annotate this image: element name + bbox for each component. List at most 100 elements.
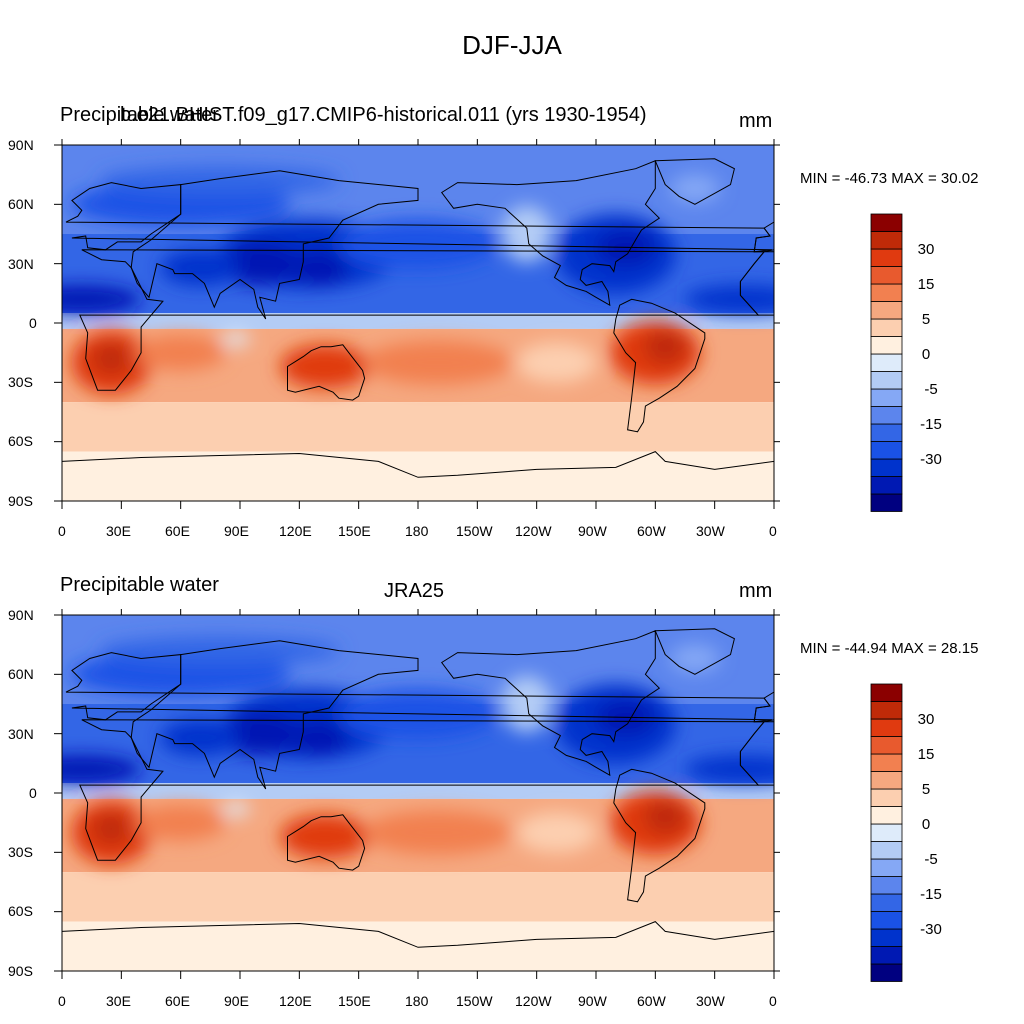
- contour-region: [643, 798, 688, 835]
- colorbar-label: -5: [924, 851, 938, 868]
- lon-label: 60E: [165, 993, 190, 1009]
- colorbar-box: [870, 876, 903, 895]
- contour-band: [62, 921, 774, 971]
- lon-label: 150E: [338, 523, 371, 539]
- lon-label: 180: [405, 523, 429, 539]
- lon-label: 30W: [696, 523, 725, 539]
- colorbar-box: [870, 823, 903, 842]
- lon-label: 120E: [279, 523, 312, 539]
- contour-region: [501, 206, 552, 262]
- colorbar-box: [870, 841, 903, 860]
- colorbar-box: [870, 911, 903, 930]
- colorbar: [870, 213, 903, 512]
- contour-region: [501, 676, 552, 732]
- lat-label: 90S: [8, 963, 33, 979]
- lon-label: 0: [769, 523, 777, 539]
- lon-label: 60W: [637, 993, 666, 1009]
- colorbar-box: [870, 963, 903, 982]
- lon-label: 30E: [106, 993, 131, 1009]
- coastline-north-america: [440, 160, 661, 307]
- colorbar-box: [870, 858, 903, 877]
- coastline-antarctica: [62, 451, 774, 501]
- contour-region: [62, 755, 142, 784]
- lon-label: 90E: [224, 993, 249, 1009]
- colorbar-box: [870, 248, 903, 267]
- colorbar-label: -30: [920, 921, 942, 938]
- contour-band: [62, 783, 774, 799]
- colorbar-box: [870, 423, 903, 442]
- min-max-label: MIN = -44.94 MAX = 28.15: [800, 640, 979, 657]
- contour-region: [62, 285, 142, 314]
- coastline-africa: [79, 249, 766, 391]
- contour-region: [135, 804, 226, 841]
- contour-band: [62, 872, 774, 922]
- contour-region: [669, 174, 720, 203]
- lon-label: 150W: [456, 523, 493, 539]
- panel-center-title: b.e21.BHIST.f09_g17.CMIP6-historical.011…: [120, 104, 647, 126]
- lon-label: 0: [769, 993, 777, 1009]
- lon-label: 150W: [456, 993, 493, 1009]
- colorbar-label: 15: [917, 746, 935, 763]
- lon-label: 120W: [515, 993, 552, 1009]
- contour-region: [160, 719, 241, 756]
- contour-band: [62, 451, 774, 501]
- map-plot: [54, 139, 903, 512]
- contour-region: [362, 340, 513, 385]
- colorbar-box: [870, 771, 903, 790]
- coastline-south-america: [613, 768, 706, 903]
- coastline-north-america: [440, 630, 661, 777]
- colorbar: [870, 683, 903, 982]
- colorbar-box: [870, 788, 903, 807]
- lon-label: 60W: [637, 523, 666, 539]
- colorbar-box: [870, 736, 903, 755]
- field-layer: [62, 615, 774, 971]
- figure-title: DJF-JJA: [462, 30, 562, 60]
- colorbar-label: 15: [917, 276, 935, 293]
- contour-region: [289, 719, 350, 756]
- coastline-europe: [65, 182, 773, 253]
- colorbar-label: -5: [924, 381, 938, 398]
- coastline-australia: [287, 814, 366, 871]
- lat-label: 30N: [8, 256, 34, 272]
- coastline-west-africa: [739, 719, 774, 786]
- contour-region: [160, 249, 241, 286]
- colorbar-label: 30: [917, 241, 935, 258]
- contour-region: [135, 334, 226, 371]
- lat-label: 0: [29, 785, 37, 801]
- contour-region: [91, 812, 132, 845]
- colorbar-label: 0: [921, 346, 931, 363]
- contour-region: [222, 801, 251, 816]
- coastline-south-america: [613, 298, 706, 433]
- colorbar-box: [870, 701, 903, 720]
- lon-label: 0: [58, 993, 66, 1009]
- lat-label: 0: [29, 315, 37, 331]
- colorbar-box: [870, 441, 903, 460]
- colorbar-box: [870, 406, 903, 425]
- coastline-iberia: [753, 691, 774, 723]
- coastline-australia: [287, 344, 366, 401]
- coastline-asia: [130, 170, 419, 320]
- coastline-africa: [79, 719, 766, 861]
- lat-label: 30N: [8, 726, 34, 742]
- contour-region: [684, 755, 774, 784]
- colorbar-box: [870, 371, 903, 390]
- colorbar-box: [870, 806, 903, 825]
- contour-region: [222, 331, 251, 346]
- colorbar-box: [870, 928, 903, 947]
- colorbar-box: [870, 893, 903, 912]
- contour-region: [280, 344, 371, 389]
- contour-region: [219, 241, 300, 286]
- colorbar-box: [870, 336, 903, 355]
- contour-region: [362, 810, 513, 855]
- panel-units: mm: [739, 580, 773, 602]
- lon-label: 120W: [515, 523, 552, 539]
- colorbar-label: 5: [921, 781, 931, 798]
- lat-label: 30S: [8, 374, 33, 390]
- lon-label: 90W: [578, 993, 607, 1009]
- lon-label: 90W: [578, 523, 607, 539]
- coastline-west-africa: [739, 249, 774, 316]
- contour-region: [100, 166, 341, 195]
- colorbar-label: -15: [920, 886, 942, 903]
- lon-label: 30E: [106, 523, 131, 539]
- map-panel-bottom: Precipitable water JRA25 mm MIN = -44.94…: [0, 470, 1024, 1009]
